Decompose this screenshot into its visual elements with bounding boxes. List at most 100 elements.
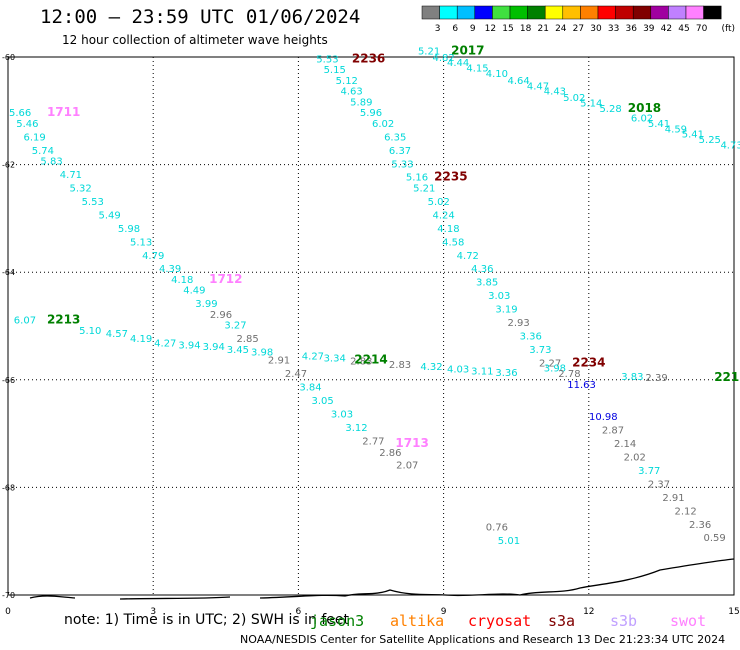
wave-height-value: 2.27	[539, 358, 561, 369]
legend-tick-label: 39	[643, 24, 655, 34]
wave-height-value: 5.98	[118, 224, 140, 235]
wave-height-value: 4.03	[447, 364, 469, 375]
wave-height-value: 5.16	[406, 173, 428, 184]
x-tick-label: 12	[583, 607, 594, 617]
wave-height-value: 5.41	[682, 130, 704, 141]
wave-height-value: 5.21	[413, 184, 435, 195]
wave-height-value: 3.85	[476, 278, 498, 289]
wave-height-value: 4.39	[159, 264, 181, 275]
satellite-s3b: s3b	[610, 612, 638, 630]
satellite-jason3: jason3	[310, 612, 365, 630]
wave-height-value: 5.28	[599, 104, 621, 115]
wave-height-value: 0.59	[704, 533, 726, 544]
wave-height-value: 5.96	[360, 108, 382, 119]
wave-height-value: 4.49	[183, 286, 205, 297]
wave-height-value: 4.24	[432, 210, 454, 221]
wave-height-value: 5.10	[79, 326, 101, 337]
wave-height-value: 2.14	[614, 439, 636, 450]
legend-tick-label: 18	[520, 24, 532, 34]
legend-tick-label: 33	[608, 24, 619, 34]
wave-height-value: 2.91	[662, 493, 684, 504]
wave-height-value: 6.07	[14, 315, 36, 326]
wave-height-value: 3.99	[195, 299, 217, 310]
footer-note: note: 1) Time is in UTC; 2) SWH is in fe…	[64, 612, 350, 628]
wave-height-value: 3.98	[544, 364, 566, 375]
wave-height-value: 5.21	[418, 46, 440, 57]
pass-time-label: 2235	[434, 170, 467, 184]
legend-tick-label: 15	[502, 24, 513, 34]
page-title: 12:00 – 23:59 UTC 01/06/2024	[40, 6, 361, 28]
legend-tick-label: 70	[696, 24, 708, 34]
wave-height-value: 2.02	[624, 453, 646, 464]
x-tick-label: 6	[296, 607, 302, 617]
pass-time-label: 1711	[47, 105, 80, 119]
pass-time-label: 2236	[352, 51, 385, 65]
wave-height-value: 5.89	[350, 97, 372, 108]
wave-height-value: 4.59	[665, 124, 687, 135]
wave-height-value: 2.77	[362, 436, 384, 447]
wave-height-value: 10.98	[589, 412, 618, 423]
wave-height-value: 4.73	[720, 140, 740, 151]
wave-height-value: 3.11	[471, 366, 493, 377]
wave-height-value: 5.32	[69, 184, 91, 195]
wave-height-value: 5.53	[82, 197, 104, 208]
wave-height-value: 5.15	[324, 65, 346, 76]
wave-height-value: 6.02	[631, 114, 653, 125]
wave-height-value: 4.36	[471, 264, 493, 275]
wave-height-value: 5.14	[580, 98, 602, 109]
y-tick-label: -66	[2, 376, 15, 385]
pass-time-label: 2017	[451, 43, 484, 57]
pass-time-label: 221	[714, 370, 739, 384]
wave-height-value: 4.43	[544, 87, 566, 98]
pass-time-label: 2018	[628, 101, 661, 115]
wave-height-value: 4.82	[432, 53, 454, 64]
wave-height-value: 2.83	[350, 357, 372, 368]
wave-height-value: 11.63	[567, 380, 596, 391]
wave-height-value: 3.03	[488, 291, 510, 302]
color-legend: 3 6 9 12 15 18 21 24 27 30 33 36 39 42 45 70 (ft)	[421, 5, 735, 34]
satellite-cryosat: cryosat	[468, 612, 532, 630]
legend-tick-label: 12	[485, 24, 496, 34]
wave-height-value: 2.87	[602, 426, 624, 437]
wave-height-value: 3.34	[324, 354, 346, 365]
wave-height-value: 5.13	[130, 237, 152, 248]
pass-time-label: 2234	[572, 355, 605, 369]
wave-height-value: 5.25	[699, 135, 721, 146]
x-tick-label: 0	[5, 607, 11, 617]
wave-height-value: 2.36	[689, 520, 711, 531]
wave-height-value: 4.27	[154, 338, 176, 349]
wave-height-value: 3.45	[227, 345, 249, 356]
wave-height-value: 5.53	[316, 54, 338, 65]
legend-tick-label: 6	[452, 24, 458, 34]
pass-time-label: 2214	[354, 353, 387, 367]
wave-height-value: 4.63	[341, 87, 363, 98]
footer-credit: NOAA/NESDIS Center for Satellite Applica…	[240, 633, 726, 646]
x-tick-label: 15	[728, 607, 739, 617]
wave-height-value: 3.36	[495, 368, 517, 379]
legend-tick-label: 42	[661, 24, 672, 34]
wave-height-value: 4.64	[507, 76, 529, 87]
wave-height-value: 4.15	[466, 64, 488, 75]
wave-height-value: 2.85	[236, 334, 258, 345]
pass-time-label: 1712	[209, 272, 242, 286]
wave-height-value: 3.05	[311, 396, 333, 407]
wave-height-value: 0.76	[486, 522, 508, 533]
wave-height-value: 3.94	[178, 341, 200, 352]
wave-height-value: 2.47	[285, 369, 307, 380]
wave-height-value: 2.07	[396, 461, 418, 472]
wave-height-value: 4.44	[447, 58, 469, 69]
y-tick-label: -60	[2, 53, 15, 62]
wave-height-value: 5.46	[16, 119, 38, 130]
wave-height-value: 4.19	[130, 334, 152, 345]
wave-height-value: 2.37	[648, 479, 670, 490]
wave-height-value: 3.12	[345, 423, 367, 434]
wave-height-value: 2.78	[558, 369, 580, 380]
legend-tick-label: 27	[573, 24, 584, 34]
wave-height-value: 3.98	[251, 348, 273, 359]
wave-height-value: 2.93	[507, 318, 529, 329]
y-tick-label: -62	[2, 161, 15, 170]
wave-height-value: 2.83	[389, 360, 411, 371]
wave-height-value: 6.19	[23, 132, 45, 143]
wave-height-value: 4.79	[142, 251, 164, 262]
